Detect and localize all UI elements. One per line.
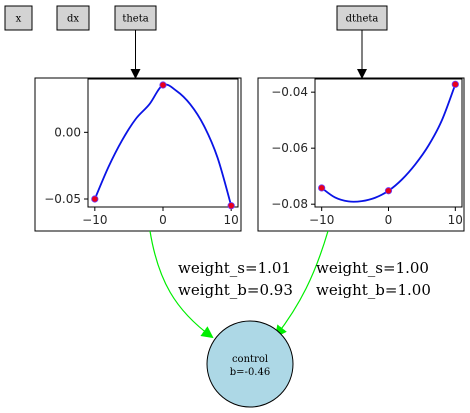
data-point [451,80,459,88]
plot-frame-theta [34,77,242,232]
input-node-x: x [4,5,33,31]
input-node-label: dx [67,14,79,25]
data-point [159,81,167,89]
y-tick-label: −0.04 [271,85,308,99]
x-tick-label: 0 [385,213,393,227]
data-point [318,184,326,192]
data-point [384,187,393,195]
edge-label-weight-s: weight_s=1.01 [178,259,291,277]
y-tick-label: 0.00 [54,125,81,139]
y-tick-label: −0.06 [271,141,308,155]
y-tick-label: −0.08 [271,197,308,211]
input-node-label: dtheta [346,14,379,25]
edge-label-weight-b: weight_b=1.00 [316,281,431,299]
data-point [227,202,235,210]
data-point [91,195,99,203]
x-tick-label: 10 [448,213,463,227]
edge-label-weight-b: weight_b=0.93 [178,281,293,299]
input-node-label: x [16,14,22,25]
edge-label-weight-s: weight_s=1.00 [316,259,429,277]
x-tick-label: 10 [224,213,239,227]
input-node-theta: theta [114,5,157,31]
control-node: control b=-0.46 [206,320,294,408]
chart-theta: −10 0 10 0.00 −0.05 [44,78,239,227]
x-tick-label: −10 [309,213,334,227]
x-tick-label: 0 [159,213,167,227]
edge-theta-to-control [149,230,214,339]
input-node-dx: dx [56,5,90,31]
chart-dtheta: −10 0 10 −0.04 −0.06 −0.08 [271,78,463,227]
control-bias: b=-0.46 [230,367,270,378]
y-tick-label: −0.05 [44,192,81,206]
input-node-label: theta [122,14,148,25]
edge-dtheta-to-control [274,230,329,338]
control-label: control [232,354,268,365]
input-node-dtheta: dtheta [336,5,388,31]
x-tick-label: −10 [82,213,107,227]
plot-frame-dtheta [257,77,465,232]
